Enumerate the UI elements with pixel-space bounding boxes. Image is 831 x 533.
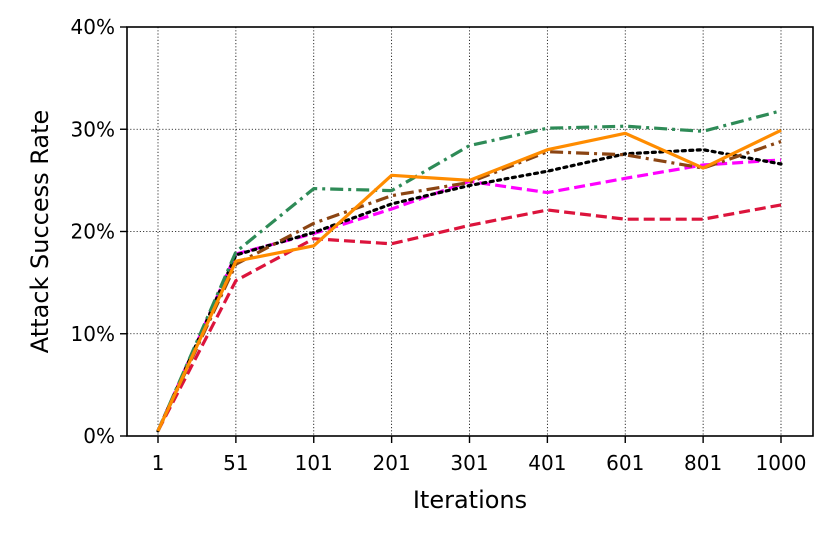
series-line-4: [156, 139, 782, 432]
x-axis-title: Iterations: [413, 486, 527, 514]
grid: [127, 27, 813, 436]
y-tick-label: 40%: [71, 15, 115, 39]
axis-ticks: 1 51 101 201 301 401 601 801 1000 0% 10% 20% 30% 40%: [71, 15, 807, 475]
x-tick-label: 301: [450, 451, 488, 475]
x-tick-label: 1: [152, 451, 165, 475]
x-tick-label: 51: [223, 451, 248, 475]
x-tick-label: 201: [373, 451, 411, 475]
series-lines: [156, 109, 783, 433]
series-line-3: [156, 148, 783, 433]
y-tick-label: 30%: [71, 117, 115, 141]
y-tick-label: 10%: [71, 322, 115, 346]
series-line-5: [156, 109, 782, 432]
y-axis-title: Attack Success Rate: [26, 110, 54, 354]
y-tick-label: 0%: [83, 424, 115, 448]
series-line-6: [156, 128, 782, 432]
x-tick-label: 401: [528, 451, 566, 475]
x-tick-label: 601: [606, 451, 644, 475]
y-tick-label: 20%: [71, 220, 115, 244]
x-tick-label: 101: [295, 451, 333, 475]
series-line-1: [156, 203, 782, 432]
x-tick-label: 801: [684, 451, 722, 475]
x-tick-label: 1000: [756, 451, 807, 475]
